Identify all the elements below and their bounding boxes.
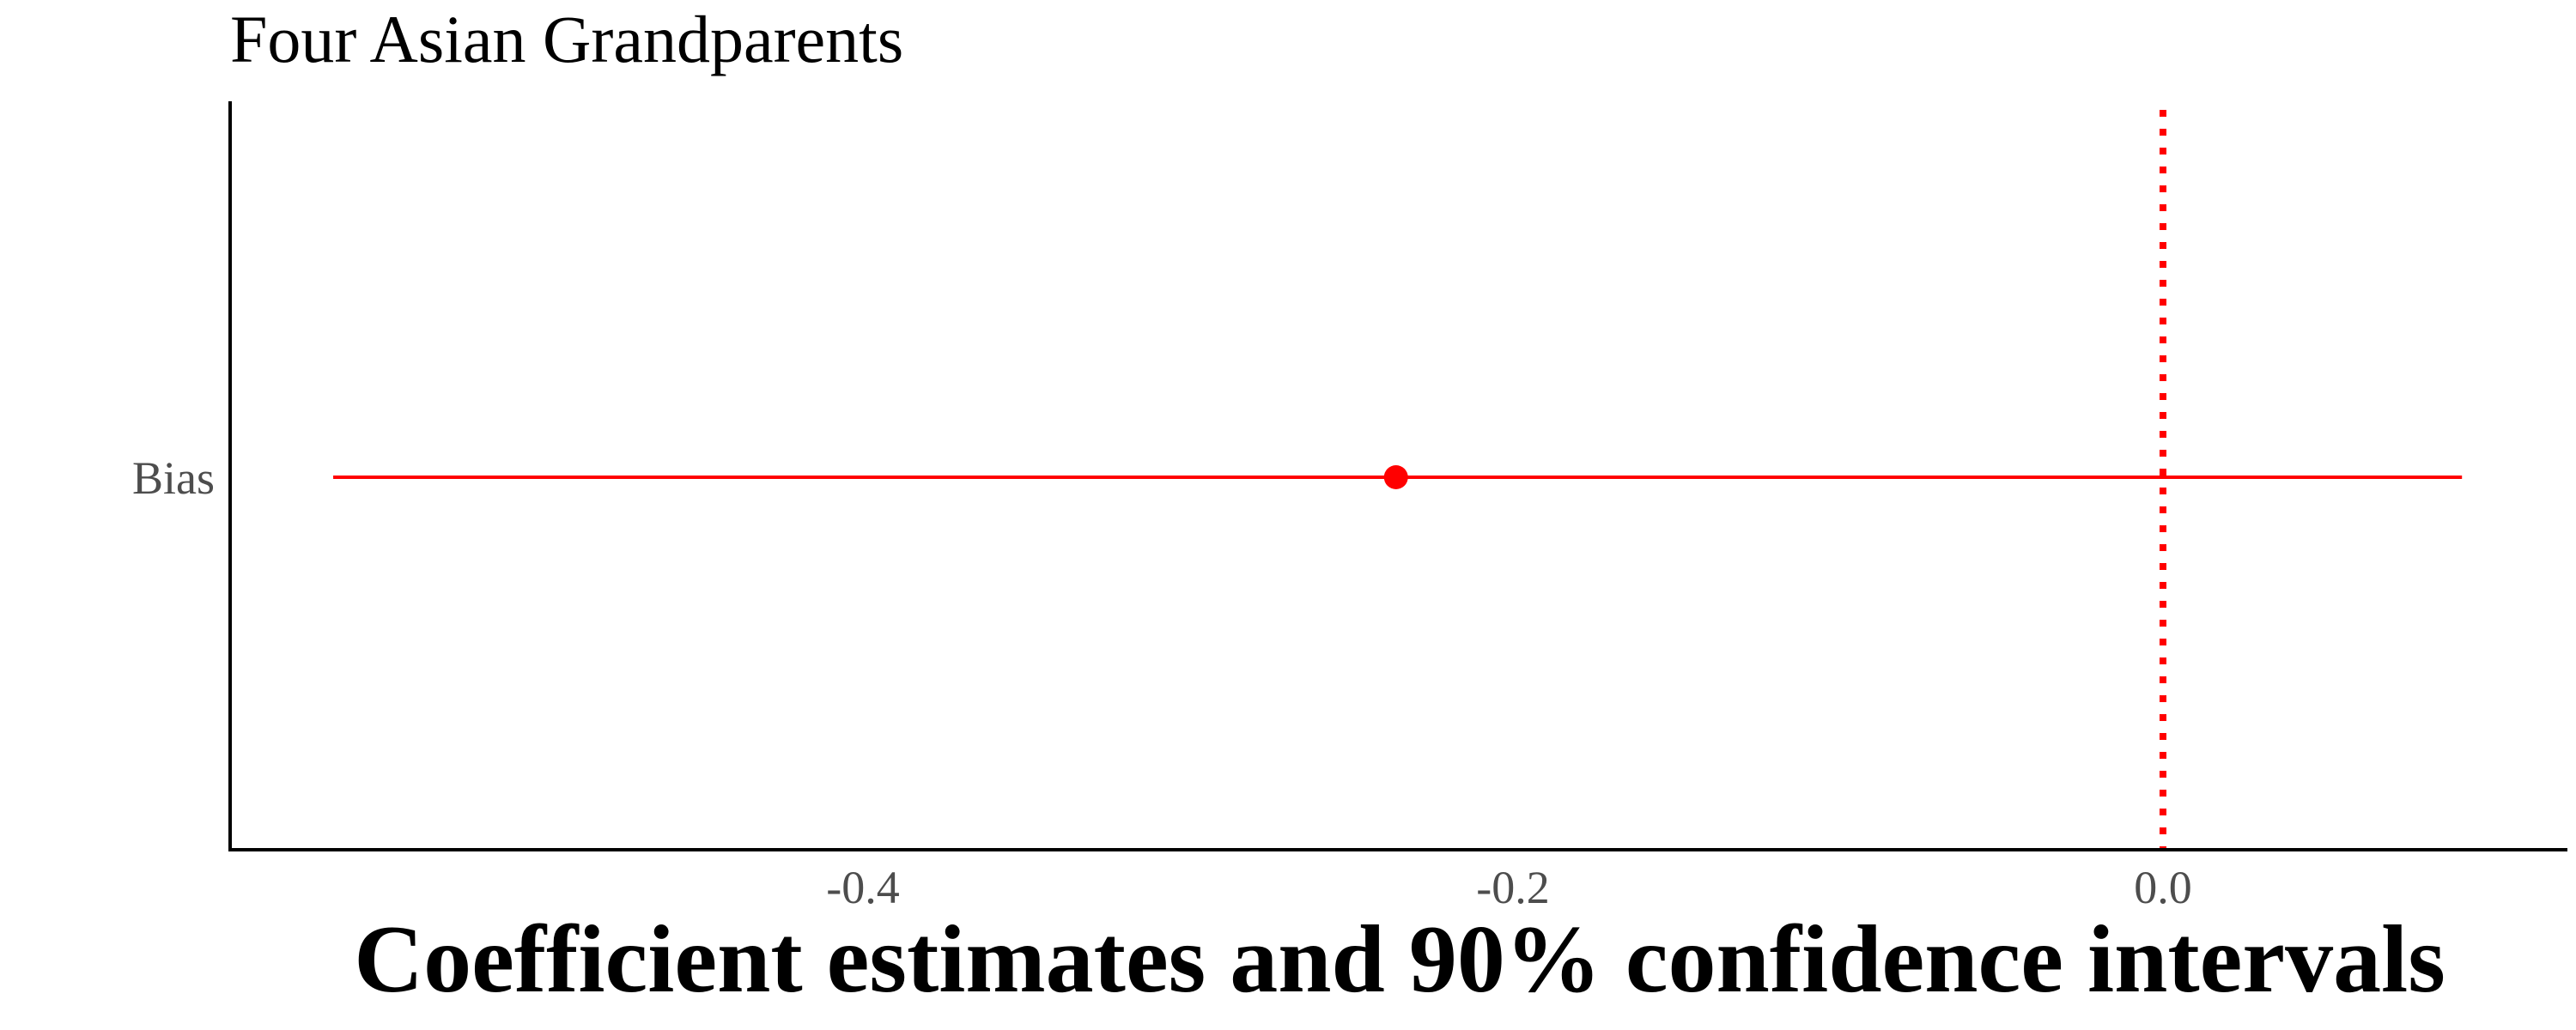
y-tick-label: Bias bbox=[132, 452, 215, 504]
x-axis-ticks: -0.4 -0.2 0.0 bbox=[826, 862, 2191, 913]
estimate-point-bias bbox=[1383, 465, 1408, 489]
x-tick-label: 0.0 bbox=[2134, 862, 2192, 913]
x-tick-label: -0.2 bbox=[1476, 862, 1549, 913]
x-tick-label: -0.4 bbox=[826, 862, 899, 913]
plot-area bbox=[333, 110, 2463, 850]
chart-title: Four Asian Grandparents bbox=[230, 2, 903, 76]
y-axis-ticks: Bias bbox=[132, 452, 215, 504]
x-axis-label: Coefficient estimates and 90% confidence… bbox=[354, 906, 2445, 1013]
